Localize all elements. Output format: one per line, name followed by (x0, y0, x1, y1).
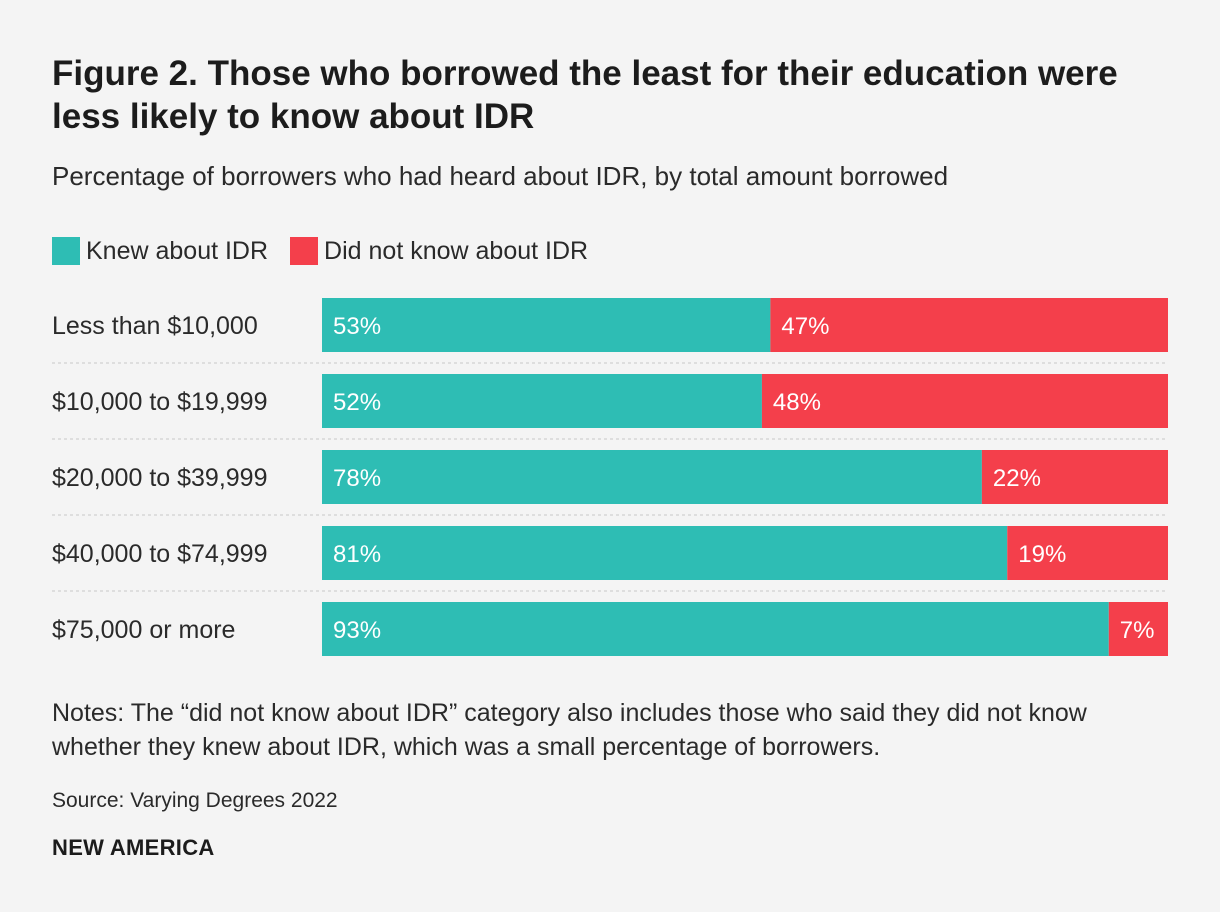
data-label-did-not-know: 22% (993, 465, 1041, 492)
chart-subtitle: Percentage of borrowers who had heard ab… (52, 161, 949, 191)
data-label-knew: 52% (333, 389, 381, 416)
bar-segment-knew (322, 298, 771, 352)
legend-label-knew: Knew about IDR (86, 236, 269, 265)
data-label-did-not-know: 48% (773, 389, 821, 416)
legend-swatch-did-not-know (290, 237, 319, 265)
bar-segment-knew (322, 450, 982, 504)
bar-segment-did-not-know (770, 298, 1168, 352)
category-label: $40,000 to $74,999 (52, 540, 267, 568)
chart-notes: Notes: The “did not know about IDR” cate… (52, 699, 1087, 761)
data-label-did-not-know: 19% (1018, 541, 1066, 568)
bar-segment-knew (322, 374, 762, 428)
bar-segment-knew (322, 602, 1109, 656)
bar-segment-did-not-know (1007, 526, 1168, 580)
data-label-knew: 53% (333, 313, 381, 340)
legend-label-did-not-know: Did not know about IDR (324, 236, 589, 265)
category-label: $20,000 to $39,999 (52, 464, 267, 492)
data-label-did-not-know: 7% (1120, 617, 1155, 644)
bar-segment-did-not-know (1108, 602, 1168, 656)
bar-segment-knew (322, 526, 1008, 580)
legend: Knew about IDR Did not know about IDR (52, 235, 610, 267)
data-label-knew: 93% (333, 617, 381, 644)
legend-item-did-not-know: Did not know about IDR (290, 237, 588, 266)
data-label-knew: 81% (333, 541, 381, 568)
legend-swatch-knew (52, 237, 80, 265)
chart-source: Source: Varying Degrees 2022 (52, 789, 338, 812)
bar-segment-did-not-know (761, 374, 1168, 428)
data-label-knew: 78% (333, 465, 381, 492)
data-label-did-not-know: 47% (781, 313, 829, 340)
chart-title: Figure 2. Those who borrowed the least f… (52, 54, 1118, 136)
legend-item-knew: Knew about IDR (52, 237, 268, 266)
category-label: $75,000 or more (52, 616, 235, 644)
category-label: $10,000 to $19,999 (52, 388, 267, 416)
bar-segment-did-not-know (981, 450, 1168, 504)
stacked-bar-chart: Less than $10,000 53% 47% $10,000 to $19,99… (52, 298, 1168, 656)
category-label: Less than $10,000 (52, 312, 258, 340)
brand-logo-text: NEW AMERICA (52, 835, 215, 860)
